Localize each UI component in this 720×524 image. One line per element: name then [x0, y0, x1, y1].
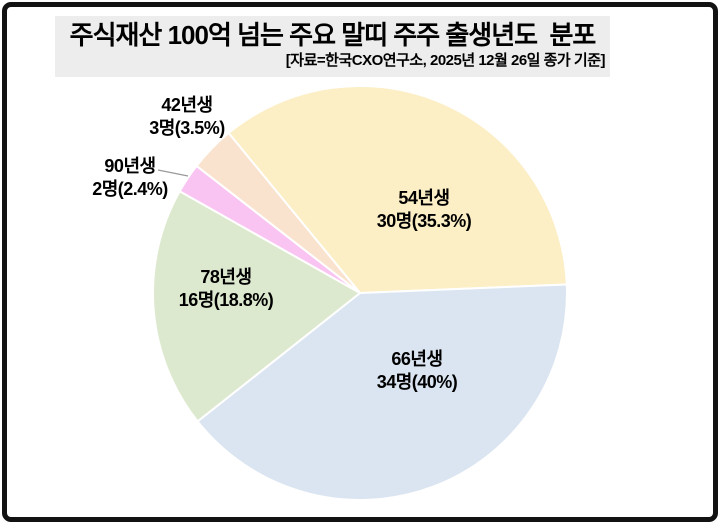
- pie-slice-42년생: [195, 132, 361, 294]
- pie-slice-66년생: [196, 283, 568, 501]
- leader-line-90년생: [157, 169, 189, 177]
- chart-source: [자료=한국CXO연구소, 2025년 12월 26일 종가 기준]: [285, 52, 606, 69]
- chart-header: 주식재산 100억 넘는 주요 말띠 주주 출생년도 분포 [자료=한국CXO연…: [55, 16, 610, 77]
- chart-title: 주식재산 100억 넘는 주요 말띠 주주 출생년도 분포: [69, 20, 597, 50]
- pie-slice-54년생: [227, 84, 568, 294]
- pie-slice-78년생: [151, 190, 361, 423]
